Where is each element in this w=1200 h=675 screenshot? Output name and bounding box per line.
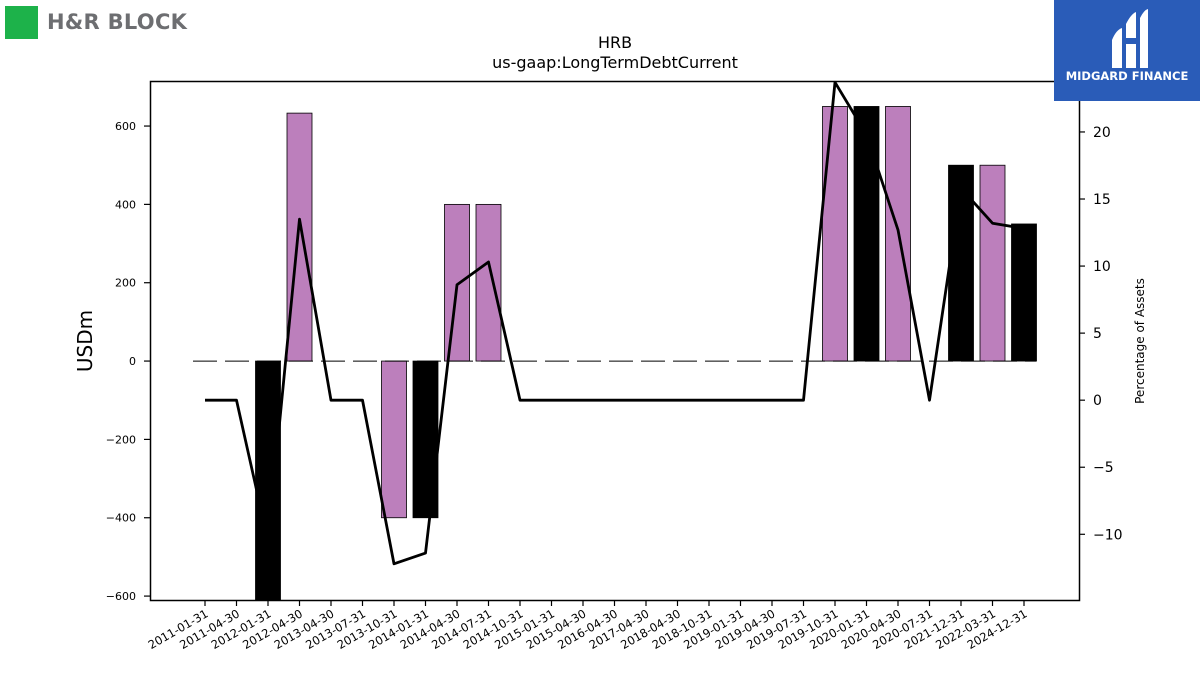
y-right-tick-label: 10 bbox=[1093, 259, 1111, 275]
bar bbox=[853, 106, 880, 362]
x-axis-ticks: 2011-01-312011-04-302012-01-312012-04-30… bbox=[146, 600, 1030, 652]
y-tick-label: −200 bbox=[106, 433, 136, 446]
bar bbox=[444, 203, 470, 362]
y-tick-label: −400 bbox=[106, 512, 136, 525]
bar bbox=[979, 164, 1006, 362]
midgard-logo-text: MIDGARD FINANCE bbox=[1065, 69, 1189, 83]
bar bbox=[255, 360, 281, 601]
left-axis-ticks: −600 −400 −200 0 200 400 600 bbox=[106, 120, 150, 603]
y-right-tick-label: 15 bbox=[1093, 192, 1111, 208]
bar bbox=[286, 112, 313, 362]
midgard-emblem-icon bbox=[1112, 9, 1148, 68]
y-axis-label: USDm bbox=[73, 310, 97, 372]
hr-block-green-square-icon bbox=[5, 5, 38, 39]
bar bbox=[412, 360, 439, 519]
y-right-tick-label: 0 bbox=[1093, 393, 1102, 409]
line-group bbox=[205, 80, 1025, 566]
bar bbox=[381, 360, 407, 519]
y-tick-label: 400 bbox=[115, 198, 136, 211]
hr-block-logo: H&R BLOCK bbox=[5, 5, 187, 39]
bar bbox=[1011, 223, 1037, 362]
series-line bbox=[205, 80, 1025, 566]
y-tick-label: −600 bbox=[106, 590, 136, 603]
bar bbox=[822, 106, 848, 362]
hr-block-logo-text: H&R BLOCK bbox=[47, 10, 188, 34]
y-right-tick-label: −5 bbox=[1093, 460, 1114, 476]
y-tick-label: 600 bbox=[115, 120, 136, 133]
y-right-tick-label: −10 bbox=[1093, 527, 1123, 543]
midgard-finance-logo: MIDGARD FINANCE bbox=[1054, 0, 1200, 101]
y-tick-label: 0 bbox=[129, 355, 136, 368]
bars-group bbox=[255, 106, 1037, 601]
chart-title: HRB bbox=[598, 33, 632, 52]
right-axis-ticks: −10 −5 0 5 10 15 20 bbox=[1079, 125, 1123, 543]
bar bbox=[475, 203, 502, 362]
chart-subtitle: us-gaap:LongTermDebtCurrent bbox=[492, 53, 738, 72]
y-right-tick-label: 5 bbox=[1093, 326, 1102, 342]
y-tick-label: 200 bbox=[115, 277, 136, 290]
y-right-tick-label: 20 bbox=[1093, 125, 1111, 141]
y-axis-right-label: Percentage of Assets bbox=[1133, 278, 1147, 404]
